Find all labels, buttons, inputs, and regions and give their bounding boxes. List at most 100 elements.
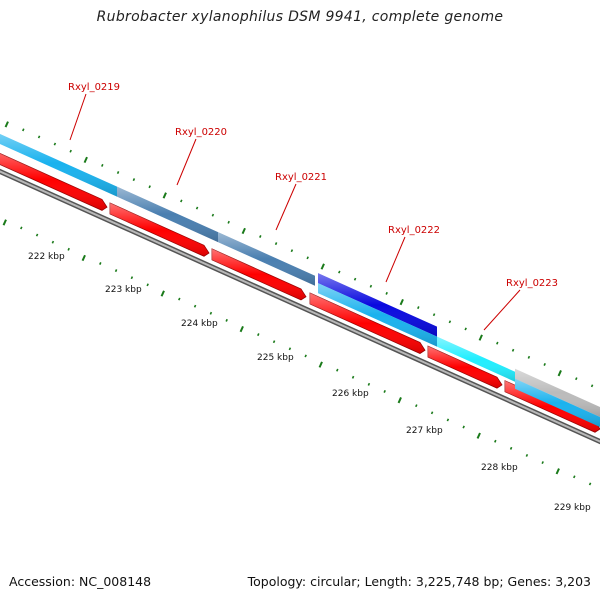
gene-band-rxyl-0222-highlight xyxy=(318,273,437,337)
outer-minor-tick xyxy=(543,363,546,366)
inner-major-tick xyxy=(397,397,402,404)
gene-label-leader xyxy=(483,289,521,331)
inner-minor-tick xyxy=(130,276,134,280)
inner-major-tick xyxy=(2,219,7,226)
outer-minor-tick xyxy=(527,355,531,359)
inner-minor-tick xyxy=(114,269,118,273)
inner-minor-tick xyxy=(588,482,592,486)
tick-label: 223 kbp xyxy=(105,285,142,295)
inner-minor-tick xyxy=(257,333,260,337)
tick-label: 225 kbp xyxy=(257,353,294,363)
outer-minor-tick xyxy=(211,213,215,217)
cds-arrow-highlight xyxy=(310,293,425,354)
gene-labels: Rxyl_0219 Rxyl_0220 Rxyl_0221 Rxyl_0222 Rxyl… xyxy=(68,82,558,331)
gene-label-leader xyxy=(69,93,87,141)
inner-major-tick xyxy=(81,254,86,262)
inner-minor-tick xyxy=(35,233,39,237)
outer-minor-tick xyxy=(590,384,594,388)
inner-major-tick xyxy=(555,468,560,475)
inner-minor-tick xyxy=(509,446,513,450)
cds-arrow-highlight xyxy=(110,203,209,257)
gene-label: Rxyl_0219 xyxy=(68,82,120,93)
inner-minor-tick xyxy=(573,475,576,479)
gene-label: Rxyl_0220 xyxy=(175,127,227,138)
genome-backbone xyxy=(0,168,600,445)
inner-minor-tick xyxy=(225,318,228,322)
outer-minor-tick xyxy=(148,185,151,189)
inner-minor-tick xyxy=(288,347,292,351)
outer-major-tick xyxy=(399,298,404,306)
gene-band-rxyl-0220-highlight xyxy=(117,186,218,243)
gene-label-leader xyxy=(176,138,197,186)
gene-label: Rxyl_0221 xyxy=(275,172,327,183)
outer-major-tick xyxy=(478,334,483,341)
inner-minor-tick xyxy=(494,439,497,443)
inner-major-tick xyxy=(239,325,244,333)
outer-minor-tick xyxy=(306,256,309,260)
gene-label: Rxyl_0223 xyxy=(506,278,558,289)
tick-labels: 222 kbp 223 kbp 224 kbp 225 kbp 226 kbp 227 k… xyxy=(28,252,591,513)
tick-label: 228 kbp xyxy=(481,463,518,473)
outer-minor-tick xyxy=(353,277,357,281)
accession-text: Accession: NC_008148 xyxy=(9,574,152,589)
inner-major-tick xyxy=(476,432,481,439)
outer-minor-tick xyxy=(369,284,373,288)
outer-minor-tick xyxy=(101,163,104,167)
outer-minor-tick xyxy=(385,291,388,295)
outer-minor-tick xyxy=(22,128,25,132)
outer-minor-tick xyxy=(338,270,341,274)
outer-major-tick xyxy=(320,263,325,270)
outer-minor-tick xyxy=(448,320,452,324)
gene-band-trailing-gray-highlight xyxy=(515,368,600,417)
genome-summary: Topology: circular; Length: 3,225,748 bp… xyxy=(247,574,591,589)
cds-arrow-highlight xyxy=(0,153,107,211)
inner-minor-tick xyxy=(209,311,213,315)
inner-minor-tick xyxy=(462,425,465,429)
outer-major-tick xyxy=(241,227,246,235)
inner-minor-tick xyxy=(193,304,197,308)
map-title: Rubrobacter xylanophilus DSM 9941, compl… xyxy=(96,9,504,25)
outer-minor-tick xyxy=(274,242,278,246)
inner-minor-tick xyxy=(178,297,181,301)
tick-label: 227 kbp xyxy=(406,426,443,436)
tick-label: 222 kbp xyxy=(28,252,65,262)
gene-band-rxyl-0221-highlight xyxy=(218,232,315,286)
outer-minor-tick xyxy=(575,377,578,381)
outer-minor-tick xyxy=(259,235,262,238)
inner-minor-tick xyxy=(415,404,418,408)
outer-minor-tick xyxy=(53,142,57,146)
gene-band-rxyl-0222-lower-highlight xyxy=(318,283,437,347)
outer-minor-tick xyxy=(69,149,72,153)
inner-minor-tick xyxy=(351,375,355,379)
tick-label: 226 kbp xyxy=(332,389,369,399)
inner-minor-tick xyxy=(525,454,529,457)
inner-minor-tick xyxy=(20,226,23,230)
gene-label-leader xyxy=(385,236,406,283)
outer-minor-tick xyxy=(180,199,183,203)
outer-tick-marks xyxy=(4,121,594,388)
inner-minor-tick xyxy=(367,382,371,386)
outer-minor-tick xyxy=(496,341,499,345)
cds-arrow-highlight xyxy=(428,346,502,389)
tick-label: 229 kbp xyxy=(554,503,591,513)
outer-minor-tick xyxy=(511,348,515,352)
outer-minor-tick xyxy=(195,206,199,210)
inner-minor-tick xyxy=(67,247,70,251)
inner-minor-tick xyxy=(383,390,386,393)
tick-label: 224 kbp xyxy=(181,319,218,329)
outer-major-tick xyxy=(4,121,9,128)
gene-band-trailing-blue-highlight xyxy=(515,378,600,427)
cds-arrow-highlight xyxy=(212,248,306,300)
inner-minor-tick xyxy=(304,354,307,358)
gene-track xyxy=(0,133,600,427)
outer-major-tick xyxy=(162,192,167,199)
inner-minor-tick xyxy=(272,340,276,344)
inner-minor-tick xyxy=(541,461,544,465)
gene-band-rxyl-0223-highlight xyxy=(437,336,515,382)
outer-minor-tick xyxy=(227,220,230,224)
outer-minor-tick xyxy=(432,313,436,317)
outer-major-tick xyxy=(83,156,88,164)
gene-label: Rxyl_0222 xyxy=(388,225,440,236)
inner-major-tick xyxy=(160,290,165,297)
